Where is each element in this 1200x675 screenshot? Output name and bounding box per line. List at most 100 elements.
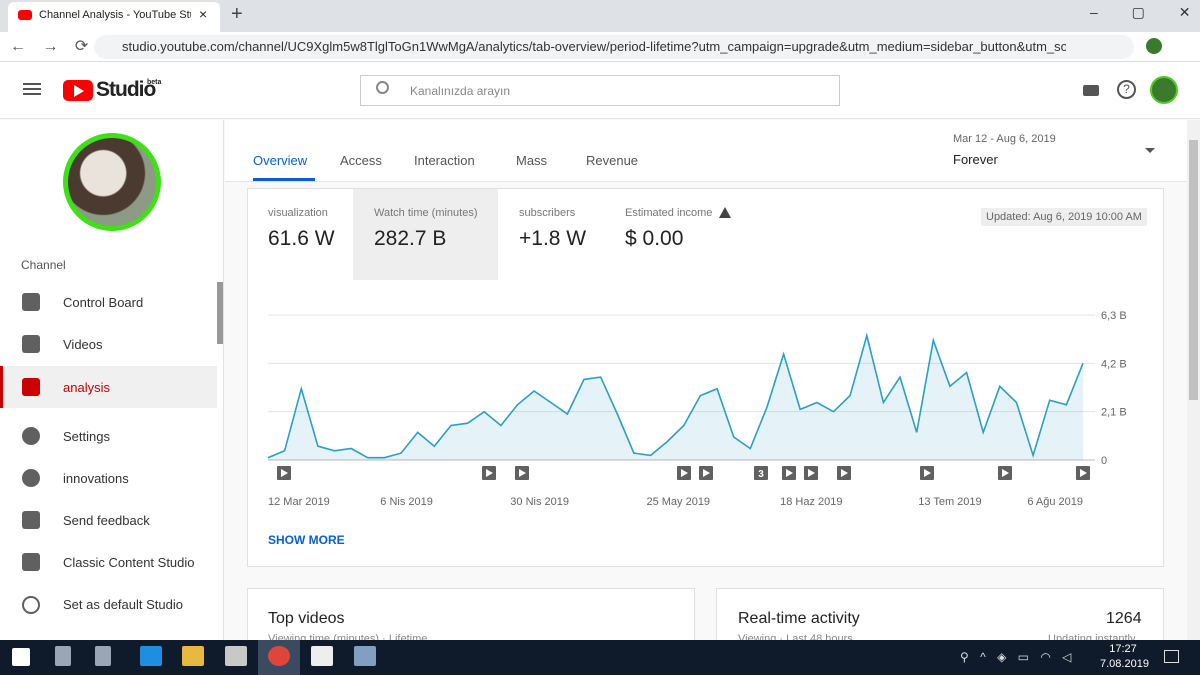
nav-icon [22, 335, 40, 353]
metric-value: +1.8 W [519, 227, 587, 250]
line [267, 332, 1084, 459]
x-tick-label: 13 Tem 2019 [918, 496, 981, 508]
channel-avatar[interactable] [63, 133, 161, 231]
period-dropdown[interactable] [1145, 148, 1155, 153]
card-subtitle: Viewing · Last 48 hours [738, 633, 853, 640]
account-avatar[interactable] [1150, 76, 1178, 104]
nav-item[interactable]: innovations [63, 471, 129, 486]
realtime-status: Updating instantly [1048, 633, 1136, 640]
mail-icon[interactable] [311, 646, 333, 666]
url: studio.youtube.com/channel/UC9Xglm5w8Tlg… [122, 39, 1066, 54]
realtime-card [716, 588, 1164, 648]
nav-icon [22, 596, 40, 614]
nav-icon [22, 511, 40, 529]
paint-icon[interactable] [354, 646, 376, 666]
y-tick-label: 0 [1101, 455, 1107, 467]
nav-item[interactable]: Set as default Studio [63, 597, 183, 612]
tab-close[interactable]: × [199, 6, 208, 22]
video-marker [754, 466, 768, 480]
card-title: Top videos [268, 610, 345, 627]
marker-play [681, 469, 688, 477]
chrome-icon[interactable] [268, 646, 290, 666]
yt-play [74, 85, 84, 97]
metric-value: $ 0.00 [625, 227, 684, 250]
nav-icon [22, 378, 40, 396]
explorer-icon[interactable] [182, 646, 204, 666]
nav-item[interactable]: Classic Content Studio [63, 555, 195, 570]
sidebar-scrollbar [217, 282, 223, 344]
metric-value: 61.6 W [268, 227, 335, 250]
card-subtitle: Viewing time (minutes) · Lifetime [268, 633, 428, 640]
y-tick-label: 6,3 B [1101, 310, 1127, 322]
sidebar-section: Channel [21, 258, 66, 272]
clock-time: 17:27 [1109, 643, 1137, 655]
marker-play [281, 469, 288, 477]
metric-label[interactable]: visualization [268, 207, 328, 219]
period-label[interactable]: Forever [953, 152, 998, 167]
analytics-tab[interactable]: Interaction [414, 153, 475, 168]
updated-badge: Updated: Aug 6, 2019 10:00 AM [981, 208, 1147, 226]
x-tick-label: 6 Ağu 2019 [1027, 496, 1083, 508]
store-icon[interactable] [225, 646, 247, 666]
tray-icons[interactable]: ⚲ ^ ◈ ▭ ◠ ◁ [960, 650, 1072, 664]
menu-icon[interactable] [23, 83, 41, 85]
nav-icon [22, 553, 40, 571]
notifications[interactable] [1164, 650, 1179, 663]
analytics-tab[interactable]: Access [340, 153, 382, 168]
search-button[interactable] [55, 646, 71, 666]
nav-buttons[interactable]: ← → ⟳ [10, 38, 89, 55]
search-icon [376, 81, 389, 94]
clock-date: 7.08.2019 [1100, 658, 1149, 670]
marker-count: 3 [758, 469, 764, 480]
metric-label[interactable]: subscribers [519, 207, 576, 219]
warning-icon [719, 207, 731, 218]
edge-icon[interactable] [140, 646, 162, 666]
analytics-tab[interactable]: Revenue [586, 153, 639, 168]
new-tab[interactable]: + [231, 3, 243, 25]
tab-indicator [253, 178, 315, 181]
marker-play [808, 469, 815, 477]
x-tick-label: 30 Nis 2019 [510, 496, 569, 508]
nav-item[interactable]: Settings [63, 429, 110, 444]
tab-bar [225, 120, 1187, 182]
marker-play [1002, 469, 1009, 477]
card-title: Real-time activity [738, 610, 860, 627]
nav-icon [22, 469, 40, 487]
create-icon[interactable] [1083, 85, 1099, 96]
nav-item[interactable]: Videos [63, 337, 103, 352]
nav-icon [22, 293, 40, 311]
start-button[interactable] [12, 648, 30, 666]
metric-label[interactable]: Estimated income [625, 207, 713, 219]
period-range: Mar 12 - Aug 6, 2019 [953, 133, 1056, 145]
x-tick-label: 12 Mar 2019 [268, 496, 330, 508]
scrollbar-thumb[interactable] [1189, 140, 1198, 400]
browser-tab[interactable] [8, 2, 220, 32]
profile[interactable] [1146, 38, 1162, 54]
marker-play [519, 469, 526, 477]
nav-item[interactable]: Control Board [63, 295, 144, 310]
task-view[interactable] [95, 646, 111, 666]
show-more[interactable]: SHOW MORE [268, 533, 345, 547]
beta-badge: beta [147, 79, 162, 86]
tab-title: Channel Analysis - YouTube Stud [39, 9, 191, 21]
marker-play [486, 469, 493, 477]
area [268, 335, 1083, 460]
window-controls[interactable]: – ▢ ✕ [1090, 4, 1191, 20]
metric-label[interactable]: Watch time (minutes) [374, 207, 478, 219]
help-icon[interactable]: ? [1117, 80, 1136, 99]
analytics-tab[interactable]: Overview [253, 153, 308, 168]
marker-play [841, 469, 848, 477]
nav-item[interactable]: Send feedback [63, 513, 150, 528]
analytics-tab[interactable]: Mass [516, 153, 548, 168]
address-bar[interactable] [94, 35, 1134, 59]
y-tick-label: 2,1 B [1101, 407, 1127, 419]
nav-icon [22, 427, 40, 445]
marker-play [703, 469, 710, 477]
overview-card [247, 188, 1164, 567]
search-box[interactable] [360, 75, 840, 106]
nav-item[interactable]: analysis [63, 380, 110, 395]
search-placeholder: Kanalınızda arayın [410, 84, 511, 98]
marker-play [786, 469, 793, 477]
